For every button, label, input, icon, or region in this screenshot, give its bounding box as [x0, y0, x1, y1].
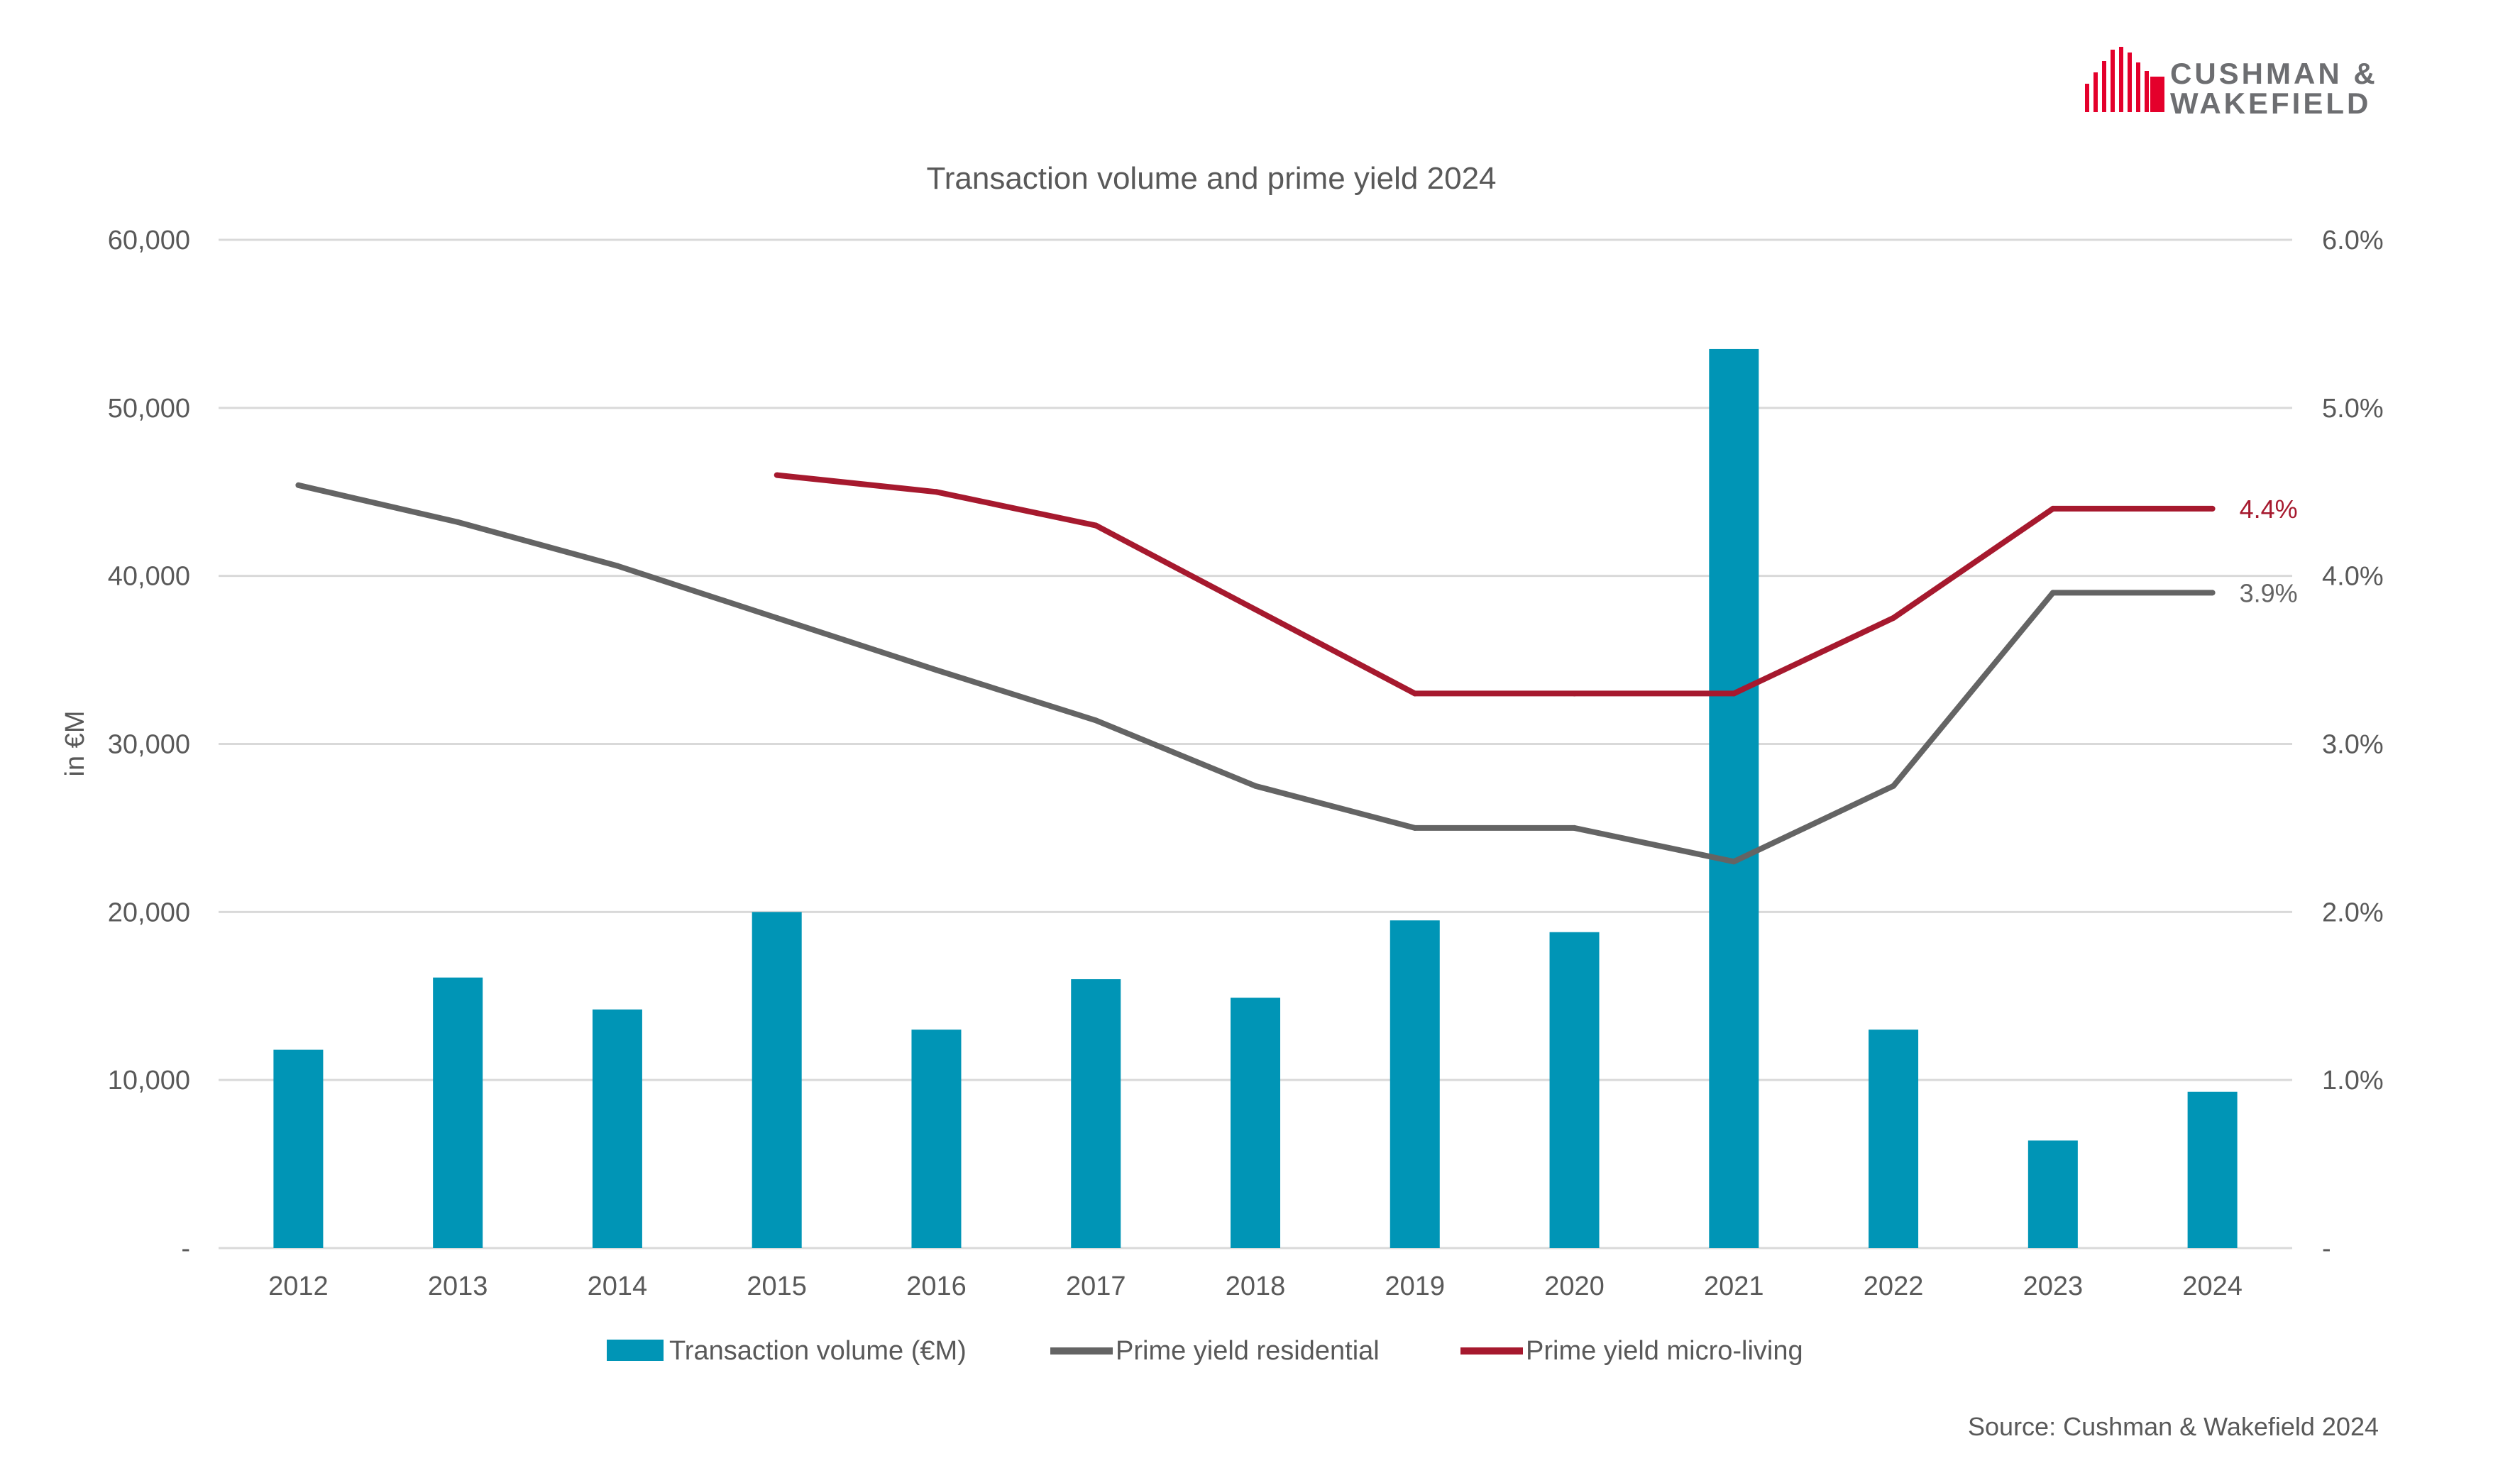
chart-title: Transaction volume and prime yield 2024 — [926, 161, 1496, 196]
line-point — [455, 519, 461, 525]
y-tick-label: - — [181, 1234, 190, 1264]
x-tick-label: 2013 — [428, 1271, 488, 1301]
logo-bar — [2093, 72, 2098, 112]
bar-2017 — [1071, 979, 1121, 1248]
y2-tick-label: 2.0% — [2322, 898, 2384, 927]
logo-bar — [2085, 84, 2089, 112]
line-point — [774, 472, 780, 478]
end-labels: 3.9% 4.4% — [2240, 495, 2298, 607]
line-point — [614, 563, 620, 569]
line-point — [2049, 590, 2056, 596]
line-point — [1571, 690, 1578, 697]
logo-bar — [2145, 71, 2149, 112]
logo-bar — [2119, 47, 2123, 112]
end-label-residential: 3.9% — [2240, 578, 2298, 607]
x-tick-label: 2023 — [2023, 1271, 2084, 1301]
line-series — [295, 472, 2216, 865]
logo-bar — [2111, 50, 2115, 112]
bar-series — [273, 348, 2238, 1249]
line-point — [774, 614, 780, 621]
y2-tick-label: 6.0% — [2322, 226, 2384, 255]
x-tick-label: 2022 — [1864, 1271, 1924, 1301]
y-tick-label: 60,000 — [108, 226, 190, 255]
line-point — [1253, 607, 1258, 613]
y-tick-label: 30,000 — [108, 730, 190, 760]
y2-tick-label: - — [2322, 1234, 2331, 1264]
line-point — [295, 482, 302, 488]
x-tick-label: 2018 — [1226, 1271, 1286, 1301]
logo-line-2: WAKEFIELD — [2170, 87, 2371, 120]
bar-2012 — [273, 1049, 324, 1248]
legend-label-volume: Transaction volume (€M) — [669, 1336, 967, 1366]
logo-bar — [2102, 61, 2106, 112]
end-label-micro-living: 4.4% — [2240, 495, 2298, 524]
line-point — [933, 489, 940, 495]
y2-tick-label: 5.0% — [2322, 394, 2384, 424]
y2-tick-label: 3.0% — [2322, 730, 2384, 760]
x-tick-label: 2017 — [1066, 1271, 1126, 1301]
line-point — [1093, 717, 1099, 724]
line-point — [1412, 690, 1418, 697]
logo-block — [2150, 77, 2164, 112]
logo-line-1: CUSHMAN & — [2170, 57, 2378, 90]
legend: Transaction volume (€M) Prime yield resi… — [607, 1336, 1803, 1366]
bar-2014 — [592, 1009, 642, 1248]
line-prime-yield-residential — [297, 482, 2213, 865]
x-tick-label: 2015 — [747, 1271, 807, 1301]
logo-bar — [2136, 62, 2140, 112]
bar-2022 — [1869, 1030, 1919, 1248]
logo-bar — [2128, 53, 2132, 112]
line-point — [1412, 824, 1418, 831]
bar-2024 — [2187, 1091, 2238, 1248]
x-tick-label: 2020 — [1544, 1271, 1605, 1301]
line-point — [1891, 783, 1897, 789]
y-tick-label: 20,000 — [108, 898, 190, 927]
x-tick-label: 2021 — [1704, 1271, 1764, 1301]
line-point — [1731, 859, 1737, 865]
legend-label-micro-living: Prime yield micro-living — [1526, 1336, 1803, 1366]
x-tick-label: 2012 — [268, 1271, 329, 1301]
line-prime-yield-micro-living — [776, 472, 2213, 697]
bar-2019 — [1390, 920, 1440, 1248]
line-point — [1253, 783, 1258, 789]
cushman-wakefield-logo: CUSHMAN & WAKEFIELD — [2085, 47, 2378, 120]
bar-2015 — [752, 912, 802, 1248]
legend-swatch-volume — [607, 1340, 664, 1361]
x-axis-ticks: 2012 2013 2014 2015 2016 2017 2018 2019 2020 2021… — [268, 1271, 2243, 1301]
line-point — [2209, 590, 2216, 596]
bar-2013 — [433, 977, 483, 1248]
bar-2023 — [2027, 1140, 2078, 1248]
x-tick-label: 2016 — [906, 1271, 967, 1301]
building-bars-icon — [2085, 47, 2164, 112]
x-tick-label: 2019 — [1385, 1271, 1445, 1301]
right-axis-ticks: - 1.0% 2.0% 3.0% 4.0% 5.0% 6.0% — [2322, 226, 2384, 1264]
line-point — [1093, 522, 1099, 529]
line-point — [1571, 824, 1578, 831]
bar-2020 — [1549, 932, 1600, 1248]
line-point — [1891, 614, 1897, 621]
y-tick-label: 50,000 — [108, 394, 190, 424]
left-axis-ticks: - 10,000 20,000 30,000 40,000 50,000 60,000 — [108, 226, 190, 1264]
x-tick-label: 2024 — [2182, 1271, 2243, 1301]
line-point — [1731, 690, 1737, 697]
bar-2018 — [1231, 998, 1280, 1248]
gridlines — [219, 238, 2292, 1249]
y2-tick-label: 1.0% — [2322, 1066, 2384, 1096]
line-point — [2209, 505, 2216, 512]
legend-label-residential: Prime yield residential — [1116, 1336, 1380, 1366]
line-point — [2049, 505, 2056, 512]
x-tick-label: 2014 — [588, 1271, 648, 1301]
source-note: Source: Cushman & Wakefield 2024 — [1968, 1412, 2379, 1441]
y-axis-title: in €M — [60, 711, 90, 777]
y-tick-label: 40,000 — [108, 562, 190, 592]
y2-tick-label: 4.0% — [2322, 562, 2384, 592]
bar-2016 — [911, 1030, 962, 1248]
bar-2021 — [1709, 348, 1759, 1249]
y-tick-label: 10,000 — [108, 1066, 190, 1096]
line-point — [933, 667, 940, 673]
